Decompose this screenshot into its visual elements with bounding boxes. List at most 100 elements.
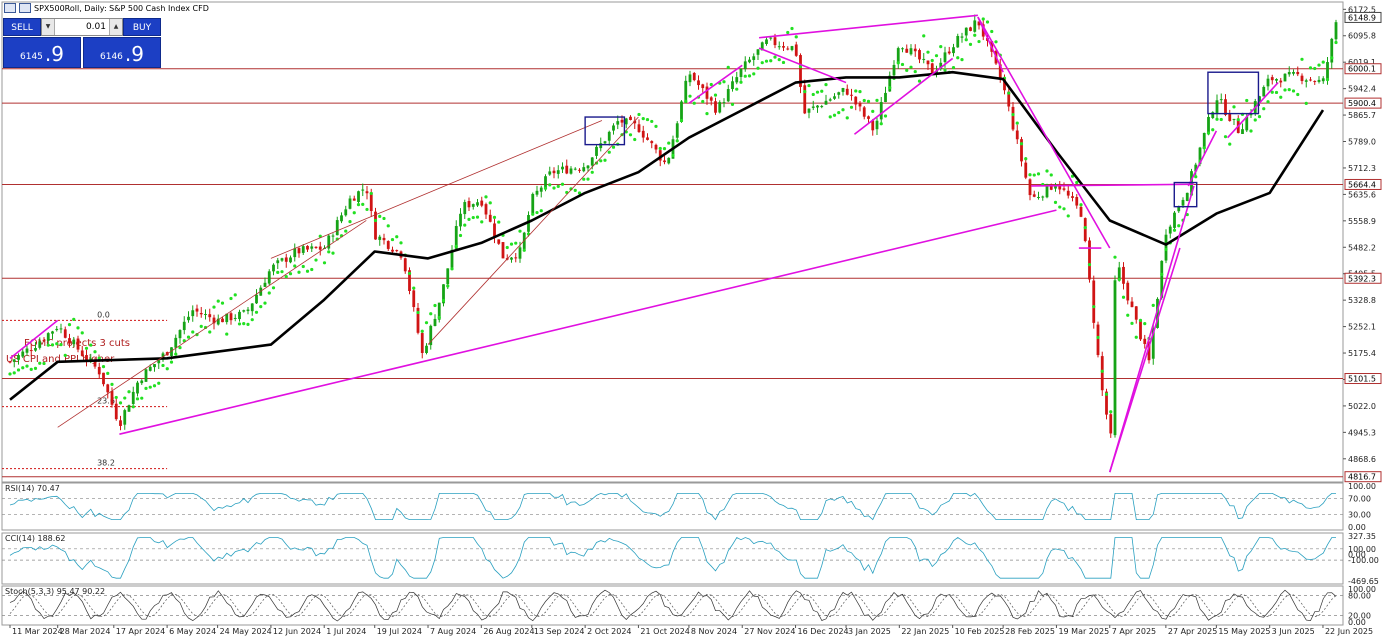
parabolic-sar-dot: [573, 188, 577, 192]
buy-button[interactable]: BUY: [123, 18, 161, 36]
candle-body: [216, 318, 220, 325]
candle-body: [352, 198, 356, 201]
candle-body: [675, 123, 679, 138]
cci-line: [9, 536, 1336, 579]
parabolic-sar-dot: [390, 237, 395, 242]
candle-body: [697, 80, 700, 86]
candle-body: [327, 235, 331, 249]
price-axis-label: 5482.2: [1348, 243, 1376, 252]
candle-body: [905, 48, 909, 53]
time-axis-label: 24 May 2024: [220, 627, 272, 636]
candle-body: [620, 119, 624, 123]
buy-price-button[interactable]: 6146 .9: [83, 37, 161, 68]
current-price-label: 6148.9: [1348, 13, 1376, 22]
candle-body: [233, 317, 237, 319]
trendline: [1226, 82, 1279, 139]
parabolic-sar-dot: [144, 386, 148, 390]
rsi-line: [9, 492, 1336, 521]
candle-body: [633, 120, 637, 124]
price-axis-label: 5789.0: [1348, 138, 1376, 147]
parabolic-sar-dot: [1262, 107, 1266, 111]
time-axis-label: 12 Jun 2024: [273, 627, 321, 636]
parabolic-sar-dot: [1308, 66, 1313, 70]
candle-body: [382, 237, 386, 241]
candle-body: [607, 131, 611, 141]
chart-window-title: SPX500Roll, Daily: S&P 500 Cash Index CF…: [4, 3, 209, 13]
lot-size-value[interactable]: 0.01: [85, 22, 106, 32]
chart-title-text: SPX500Roll, Daily: S&P 500 Cash Index CF…: [34, 3, 209, 13]
parabolic-sar-dot: [990, 29, 994, 34]
parabolic-sar-dot: [607, 150, 611, 154]
candle-body: [862, 107, 866, 117]
parabolic-sar-dot: [21, 366, 25, 370]
candle-body: [616, 121, 620, 125]
candle-body: [1270, 77, 1274, 81]
rsi-label: RSI(14) 70.47: [5, 484, 60, 493]
parabolic-sar-dot: [284, 275, 288, 279]
candle-body: [1287, 72, 1291, 75]
candle-body: [1330, 38, 1334, 63]
parabolic-sar-dot: [667, 141, 671, 145]
parabolic-sar-dot: [420, 329, 424, 333]
candle-body: [425, 345, 428, 353]
candle-body: [1075, 197, 1079, 206]
parabolic-sar-dot: [140, 396, 144, 400]
candle-body: [459, 213, 462, 227]
candle-body: [140, 380, 144, 384]
parabolic-sar-dot: [1138, 318, 1143, 322]
lot-decrease-icon[interactable]: ▼: [42, 19, 55, 35]
parabolic-sar-dot: [97, 356, 101, 360]
candle-body: [1296, 71, 1300, 75]
parabolic-sar-dot: [212, 305, 216, 309]
parabolic-sar-dot: [1279, 95, 1283, 99]
parabolic-sar-dot: [913, 69, 917, 74]
candle-body: [544, 176, 547, 190]
parabolic-sar-dot: [1036, 172, 1041, 176]
candle-body: [114, 403, 118, 420]
time-axis-label: 3 Jan 2025: [848, 627, 891, 636]
candle-body: [654, 144, 658, 150]
parabolic-sar-dot: [1096, 335, 1100, 340]
parabolic-sar-dot: [1024, 157, 1028, 161]
trendline: [758, 14, 978, 39]
candle-body: [493, 223, 496, 238]
parabolic-sar-dot: [305, 269, 310, 273]
sell-price-button[interactable]: 6145 .9: [3, 37, 81, 68]
candle-body: [1096, 324, 1100, 356]
candle-body: [476, 202, 479, 206]
candle-body: [1156, 298, 1159, 328]
candle-body: [1015, 130, 1019, 140]
parabolic-sar-dot: [16, 368, 21, 372]
time-axis-label: 2 Oct 2024: [587, 627, 631, 636]
candle-body: [701, 84, 705, 89]
candle-body: [790, 46, 794, 50]
candle-body: [1194, 164, 1198, 172]
rsi-axis-label: 100.00: [1348, 482, 1376, 491]
level-price-label: 5664.4: [1348, 180, 1376, 189]
parabolic-sar-dot: [301, 264, 305, 269]
parabolic-sar-dot: [764, 59, 769, 63]
zone-rectangle: [584, 116, 626, 146]
stochastic-axis-label: 0.00: [1348, 618, 1366, 627]
parabolic-sar-dot: [467, 217, 471, 221]
parabolic-sar-dot: [263, 301, 267, 305]
candle-body: [909, 48, 913, 55]
candle-body: [263, 282, 267, 287]
candle-body: [1275, 79, 1278, 81]
candle-body: [590, 157, 594, 166]
candle-body: [471, 204, 475, 207]
level-price-tag: [1344, 97, 1382, 109]
parabolic-sar-dot: [743, 74, 747, 78]
parabolic-sar-dot: [875, 98, 879, 102]
candle-body: [777, 46, 781, 48]
parabolic-sar-dot: [505, 245, 509, 250]
parabolic-sar-dot: [1011, 113, 1015, 117]
parabolic-sar-dot: [943, 68, 947, 72]
parabolic-sar-dot: [1075, 180, 1079, 185]
lot-increase-icon[interactable]: ▲: [109, 19, 122, 35]
sell-button[interactable]: SELL: [3, 18, 41, 36]
lot-size-stepper[interactable]: ▼ 0.01 ▲: [41, 18, 123, 36]
candle-body: [433, 318, 437, 326]
time-axis-label: 19 Jul 2024: [377, 627, 422, 636]
